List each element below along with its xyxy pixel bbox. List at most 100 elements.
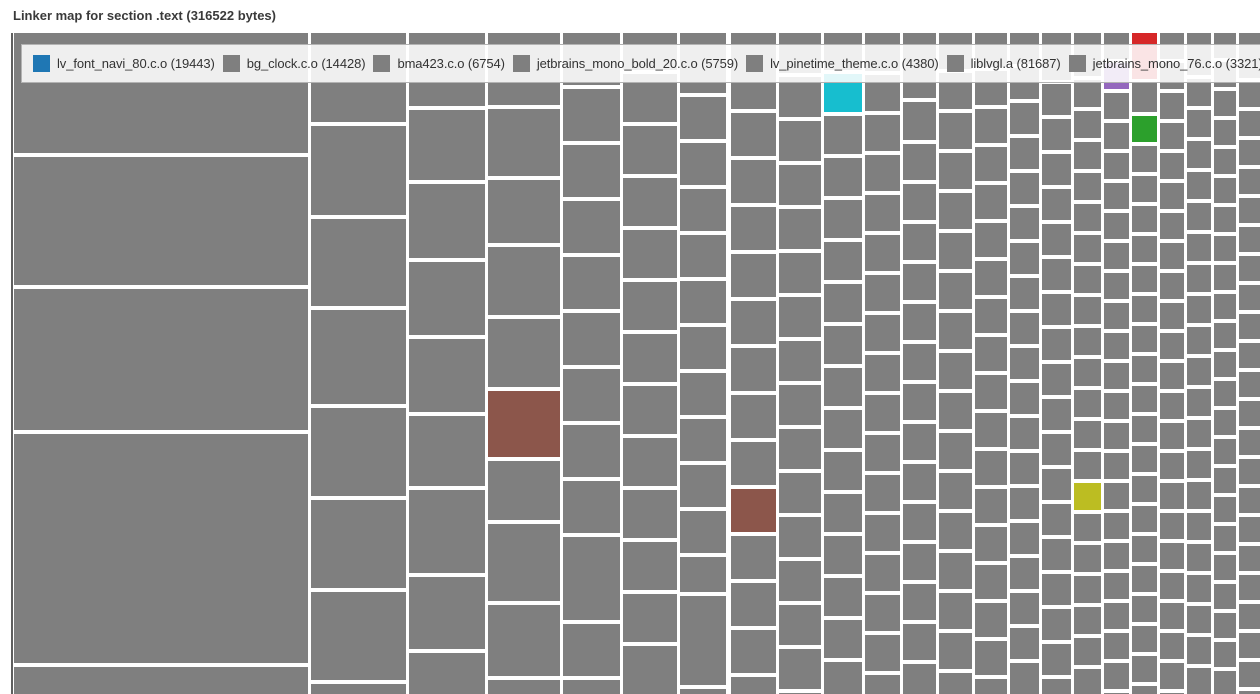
treemap-cell — [1214, 526, 1236, 551]
treemap-cell — [1010, 453, 1039, 484]
treemap-cell — [680, 327, 726, 369]
treemap-cell — [1160, 573, 1184, 599]
treemap-cell — [1239, 111, 1260, 136]
treemap-cell — [903, 264, 936, 300]
treemap-cell — [1010, 663, 1039, 694]
treemap-cell — [1239, 430, 1260, 455]
treemap-cell — [731, 630, 776, 673]
treemap-cell — [680, 235, 726, 277]
treemap-cell — [1010, 383, 1039, 414]
treemap-cell — [1239, 517, 1260, 542]
treemap-cell — [563, 145, 620, 197]
treemap-cell — [1160, 393, 1184, 419]
treemap-cell — [1214, 671, 1236, 694]
treemap-cell — [731, 677, 776, 694]
treemap-cell — [1239, 140, 1260, 165]
treemap-cell — [1214, 265, 1236, 290]
treemap-cell — [903, 584, 936, 620]
treemap-cell — [1160, 543, 1184, 569]
treemap-cell — [1074, 297, 1101, 324]
treemap-cell — [731, 348, 776, 391]
treemap-cell — [1132, 626, 1157, 652]
treemap-cell — [623, 594, 677, 642]
treemap-cell — [1074, 576, 1101, 603]
treemap-cell — [975, 109, 1007, 143]
treemap-cell — [1214, 642, 1236, 667]
treemap-cell — [1160, 333, 1184, 359]
treemap-cell — [779, 341, 821, 381]
treemap-cell — [975, 679, 1007, 694]
legend-swatch-icon — [33, 55, 50, 72]
treemap-cell — [1214, 323, 1236, 348]
treemap-cell — [731, 442, 776, 485]
treemap-cell — [1074, 669, 1101, 694]
treemap-cell — [865, 515, 900, 551]
legend-item: bma423.c.o (6754) — [373, 55, 505, 72]
treemap-cell — [1010, 593, 1039, 624]
treemap-cell — [1104, 603, 1129, 629]
treemap-cell — [1214, 497, 1236, 522]
treemap-cell — [1187, 358, 1211, 385]
treemap-cell — [311, 310, 406, 404]
treemap-cell — [14, 667, 308, 694]
treemap-cell — [1239, 459, 1260, 484]
treemap-cell — [563, 425, 620, 477]
treemap-cell — [975, 527, 1007, 561]
treemap-cell — [939, 153, 972, 189]
treemap-cell — [1010, 628, 1039, 659]
legend-item-label: jetbrains_mono_bold_20.c.o (5759) — [536, 56, 739, 71]
treemap-cell — [731, 113, 776, 156]
treemap-cell — [680, 97, 726, 139]
treemap-cell — [824, 452, 862, 490]
treemap-cell — [563, 313, 620, 365]
treemap-cell — [779, 165, 821, 205]
treemap-cell — [1104, 153, 1129, 179]
treemap-cell — [311, 408, 406, 496]
treemap-cell — [903, 544, 936, 580]
treemap-cell — [1187, 389, 1211, 416]
treemap-cell — [1239, 604, 1260, 629]
treemap-cell — [975, 375, 1007, 409]
treemap-cell — [1074, 235, 1101, 262]
treemap-cell — [1160, 153, 1184, 179]
treemap-cell — [1214, 468, 1236, 493]
treemap-cell — [824, 578, 862, 616]
treemap-cell — [1187, 203, 1211, 230]
treemap-cell — [1187, 172, 1211, 199]
treemap-cell — [680, 419, 726, 461]
legend-item-label: liblvgl.a (81687) — [970, 56, 1061, 71]
treemap-cell — [779, 605, 821, 645]
treemap-cell — [1160, 183, 1184, 209]
treemap-cell — [1042, 679, 1071, 694]
treemap-cell — [1074, 111, 1101, 138]
treemap-cell — [903, 184, 936, 220]
treemap-cell — [1074, 80, 1101, 107]
treemap-cell — [865, 155, 900, 191]
treemap-cell — [14, 157, 308, 285]
treemap-cell — [1074, 514, 1101, 541]
treemap-cell — [939, 233, 972, 269]
treemap-cell — [1239, 546, 1260, 571]
treemap-cell — [824, 200, 862, 238]
treemap-cell — [975, 641, 1007, 675]
treemap-cell — [865, 635, 900, 671]
treemap-cell — [1132, 116, 1157, 142]
treemap-cell — [1187, 79, 1211, 106]
treemap-cell — [311, 500, 406, 588]
treemap-cell — [1104, 453, 1129, 479]
treemap-cell — [1214, 352, 1236, 377]
legend-swatch-icon — [222, 55, 240, 72]
treemap-cell — [939, 313, 972, 349]
treemap-cell — [1042, 259, 1071, 290]
treemap-cell — [1239, 82, 1260, 107]
treemap-cell — [779, 253, 821, 293]
treemap-cell — [939, 433, 972, 469]
treemap-cell — [1132, 536, 1157, 562]
legend-item-label: lv_pinetime_theme.c.o (4380) — [770, 56, 939, 71]
treemap-cell — [779, 297, 821, 337]
treemap-cell — [680, 689, 726, 694]
treemap-cell — [1042, 364, 1071, 395]
treemap-cell — [488, 180, 560, 243]
treemap-cell — [1132, 416, 1157, 442]
treemap-cell — [975, 489, 1007, 523]
